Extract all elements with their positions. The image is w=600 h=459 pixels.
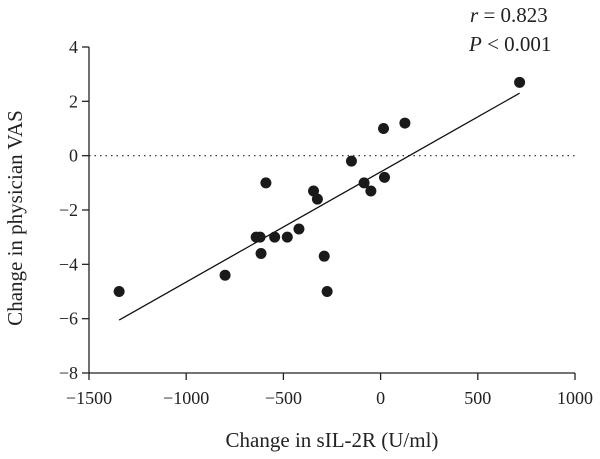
- y-tick-label: −2: [59, 200, 78, 220]
- data-point: [358, 177, 370, 189]
- p-symbol: P: [468, 32, 482, 56]
- data-point: [308, 185, 320, 197]
- data-point: [318, 250, 330, 262]
- y-axis-title: Change in physician VAS: [3, 110, 27, 326]
- data-point: [378, 171, 390, 183]
- y-tick-label: −6: [59, 309, 78, 329]
- r-value: = 0.823: [478, 3, 548, 27]
- p-value: < 0.001: [482, 32, 552, 56]
- data-point: [311, 193, 323, 205]
- y-ticks: −8 −6 −4 −2 0 2 4: [59, 37, 89, 383]
- y-tick-label: 0: [69, 146, 78, 166]
- y-tick-label: −4: [59, 254, 78, 274]
- data-point: [293, 223, 305, 235]
- x-tick-label: −500: [265, 388, 302, 408]
- x-axis-title: Change in sIL-2R (U/ml): [226, 428, 439, 452]
- data-point: [378, 123, 390, 134]
- data-point: [219, 269, 231, 281]
- data-point: [365, 185, 377, 197]
- x-tick-label: 1000: [557, 388, 593, 408]
- data-point: [260, 177, 272, 189]
- y-tick-label: 4: [69, 37, 78, 57]
- regression-line: [118, 92, 520, 321]
- r-symbol: r: [470, 3, 479, 27]
- data-point: [269, 231, 281, 243]
- x-tick-label: 0: [376, 388, 385, 408]
- data-point: [255, 247, 267, 259]
- data-point: [321, 286, 333, 297]
- data-point: [281, 231, 293, 243]
- x-tick-label: 500: [464, 388, 491, 408]
- data-point: [514, 76, 526, 88]
- correlation-annotation: r = 0.823: [470, 3, 548, 27]
- y-tick-label: −8: [59, 363, 78, 383]
- axes: [88, 47, 575, 374]
- y-tick-label: 2: [69, 91, 78, 111]
- x-tick-label: −1000: [163, 388, 209, 408]
- data-point: [113, 286, 125, 297]
- x-tick-label: −1500: [66, 388, 112, 408]
- data-points: [113, 76, 526, 297]
- data-point: [345, 155, 357, 167]
- p-value-annotation: P < 0.001: [468, 32, 551, 56]
- data-point: [254, 231, 266, 243]
- x-ticks: −1500 −1000 −500 0 500 1000: [66, 373, 593, 408]
- data-point: [399, 117, 411, 129]
